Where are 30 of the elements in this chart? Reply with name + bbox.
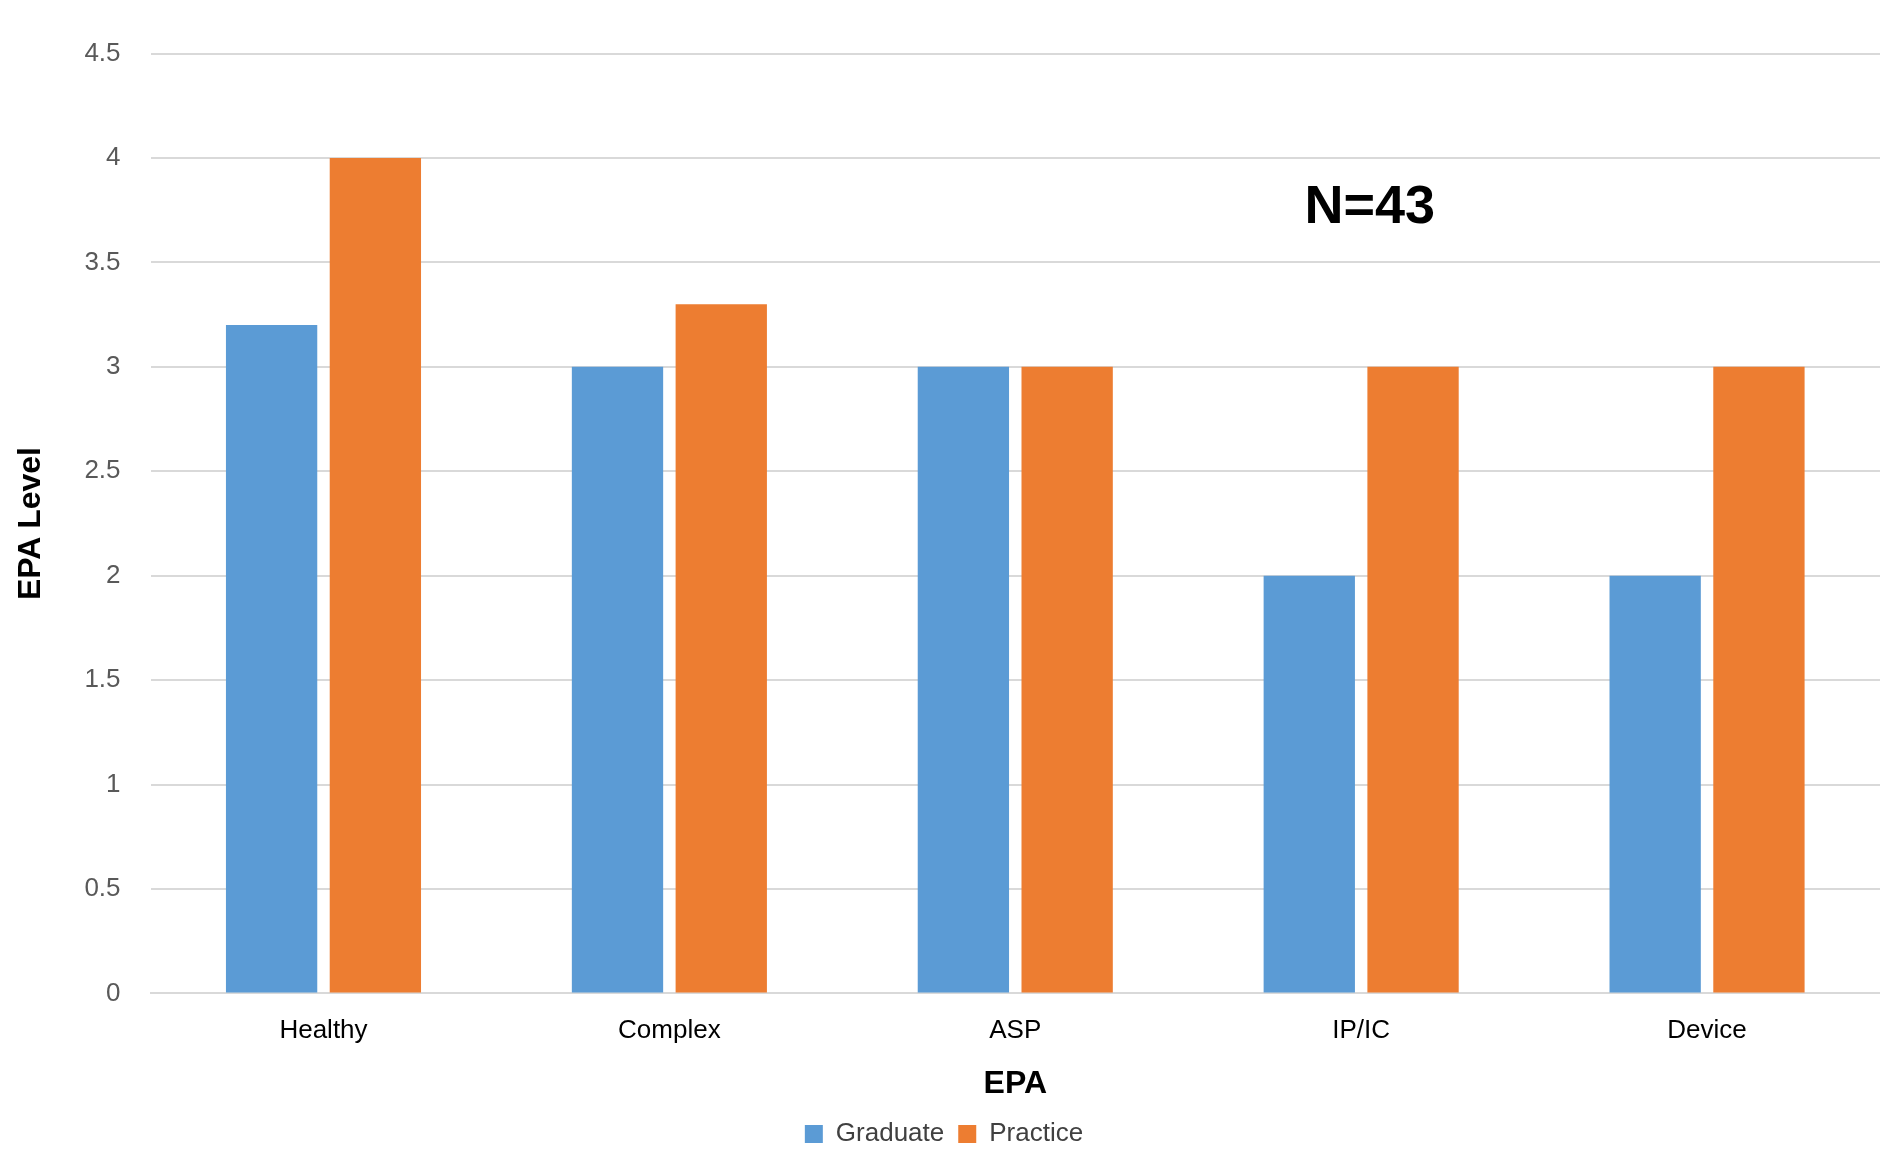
bar [225, 325, 318, 993]
x-tick-label: Healthy [279, 1014, 368, 1045]
y-tick-label: 1.5 [84, 663, 121, 694]
legend-label: Graduate [835, 1117, 945, 1148]
y-tick-label: 3.5 [84, 245, 121, 276]
bar [1367, 366, 1459, 993]
bar [917, 366, 1010, 993]
x-tick-label: ASP [989, 1014, 1042, 1045]
y-tick-label: 2 [106, 558, 121, 589]
bar [1021, 366, 1113, 993]
y-tick-label: 2.5 [84, 454, 121, 485]
annotation: N=43 [1304, 174, 1436, 235]
x-axis-title: EPA [983, 1063, 1047, 1100]
legend-label: Practice [989, 1117, 1084, 1148]
bar [1263, 575, 1355, 993]
x-tick-label: Complex [618, 1014, 721, 1045]
bar [1713, 366, 1805, 993]
y-axis-title: EPA Level [11, 447, 48, 600]
x-tick-label: IP/IC [1332, 1014, 1391, 1045]
y-tick-label: 0.5 [84, 872, 121, 903]
y-tick-label: 4.5 [84, 36, 121, 67]
y-tick-label: 1 [106, 767, 121, 798]
y-tick-label: 4 [106, 141, 121, 172]
y-tick-label: 3 [106, 350, 121, 381]
bar [571, 366, 664, 993]
bar [1609, 575, 1701, 993]
bar [675, 304, 767, 993]
x-tick-label: Device [1667, 1014, 1747, 1045]
bar [329, 158, 422, 993]
y-tick-label: 0 [106, 976, 121, 1007]
